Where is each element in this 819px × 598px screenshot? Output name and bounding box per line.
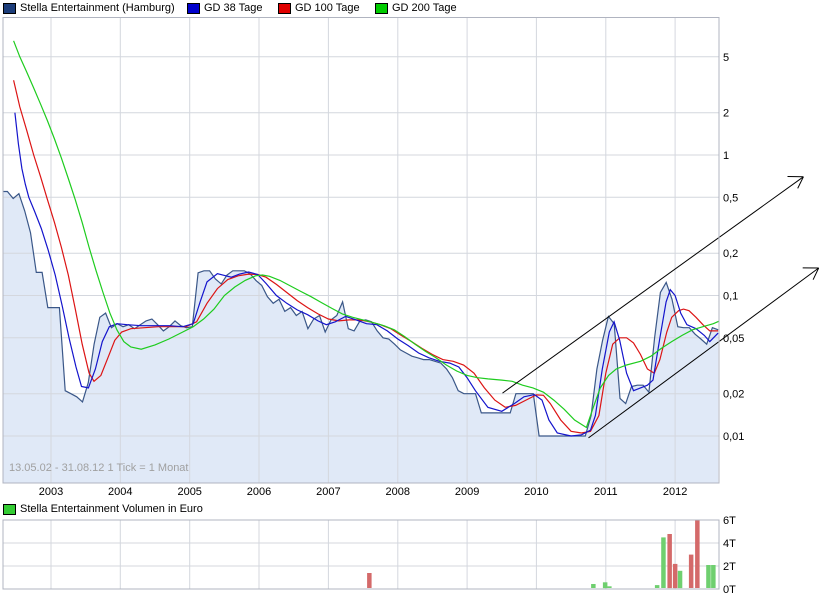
legend-label-gd100: GD 100 Tage	[295, 2, 360, 14]
volume-plot-clipped	[3, 520, 719, 589]
series-gd-38-tage	[14, 112, 719, 437]
volume-series-swatch	[3, 503, 16, 515]
volume-axis-tick-label: 2T	[723, 561, 736, 573]
volume-bar	[706, 565, 711, 588]
trend-arrow-shaft	[502, 176, 804, 394]
x-axis-tick-label: 2012	[663, 486, 687, 498]
gd38-series-swatch	[187, 2, 200, 14]
volume-chart-legend: Stella Entertainment Volumen in Euro	[3, 503, 203, 515]
x-axis-tick-label: 2007	[316, 486, 340, 498]
price-area-fill	[3, 191, 719, 483]
volume-bar	[591, 584, 596, 588]
x-axis-tick-label: 2010	[524, 486, 548, 498]
y-axis-tick-label: 0,2	[723, 248, 738, 260]
legend-item-gd38: GD 38 Tage	[187, 2, 263, 14]
volume-bar	[602, 582, 608, 589]
price-chart-plot: 5 2 1 0,5 0,2 0,1 0,05 0,02 0,01 2003 2004 2005 2006…	[2, 17, 819, 498]
volume-bar	[667, 534, 672, 589]
y-axis-tick-label: 0,01	[723, 431, 744, 443]
legend-label-price: Stella Entertainment (Hamburg)	[20, 2, 175, 14]
volume-bar	[711, 565, 716, 588]
volume-bar	[672, 563, 678, 589]
x-axis-tick-label: 2004	[108, 486, 132, 498]
y-axis-tick-label: 0,5	[723, 192, 738, 204]
trend-arrow	[502, 176, 804, 394]
volume-axis-tick-label: 0T	[723, 584, 736, 596]
trend-arrowhead-line	[797, 176, 804, 189]
y-axis-tick-label: 0,05	[723, 333, 744, 345]
volume-bar	[367, 573, 372, 588]
x-axis-tick-label: 2008	[386, 486, 410, 498]
volume-bar	[688, 554, 694, 588]
volume-chart-plot: 0T 2T 4T 6T	[2, 515, 736, 596]
volume-axis-tick-label: 6T	[723, 515, 736, 527]
y-axis-tick-label: 5	[723, 52, 729, 64]
volume-axis-tick-label: 4T	[723, 538, 736, 550]
x-axis-tick-label: 2005	[177, 486, 201, 498]
legend-item-price: Stella Entertainment (Hamburg)	[3, 2, 175, 14]
trend-arrow-shaft	[588, 267, 819, 439]
y-axis-tick-label: 0,1	[723, 291, 738, 303]
volume-bar	[695, 520, 700, 588]
legend-item-gd100: GD 100 Tage	[278, 2, 360, 14]
price-plot-clipped	[3, 17, 719, 483]
trend-arrow	[588, 267, 819, 439]
date-range-footnote: 13.05.02 - 31.08.12 1 Tick = 1 Monat	[9, 462, 188, 474]
gd200-series-swatch	[375, 2, 388, 14]
x-axis-tick-label: 2006	[247, 486, 271, 498]
volume-bar	[654, 585, 660, 588]
price-plot-border	[2, 17, 720, 484]
legend-label-gd38: GD 38 Tage	[204, 2, 263, 14]
volume-bar	[661, 537, 666, 588]
y-axis-tick-label: 1	[723, 150, 729, 162]
legend-item-gd200: GD 200 Tage	[375, 2, 457, 14]
y-axis-tick-label: 0,02	[723, 389, 744, 401]
x-axis-tick-label: 2003	[39, 486, 63, 498]
legend-label-gd200: GD 200 Tage	[392, 2, 457, 14]
x-axis-tick-label: 2009	[455, 486, 479, 498]
legend-label-volume: Stella Entertainment Volumen in Euro	[20, 503, 203, 515]
price-series-swatch	[3, 2, 16, 14]
price-chart-legend: Stella Entertainment (Hamburg) GD 38 Tag…	[0, 0, 819, 16]
series-gd-200-tage	[13, 40, 719, 429]
volume-bar	[607, 586, 612, 588]
volume-bar	[677, 570, 683, 589]
trend-arrowhead-line	[812, 267, 819, 280]
gd100-series-swatch	[278, 2, 291, 14]
y-axis-tick-label: 2	[723, 108, 729, 120]
x-axis-tick-label: 2011	[594, 486, 618, 498]
volume-plot-border	[2, 519, 720, 590]
